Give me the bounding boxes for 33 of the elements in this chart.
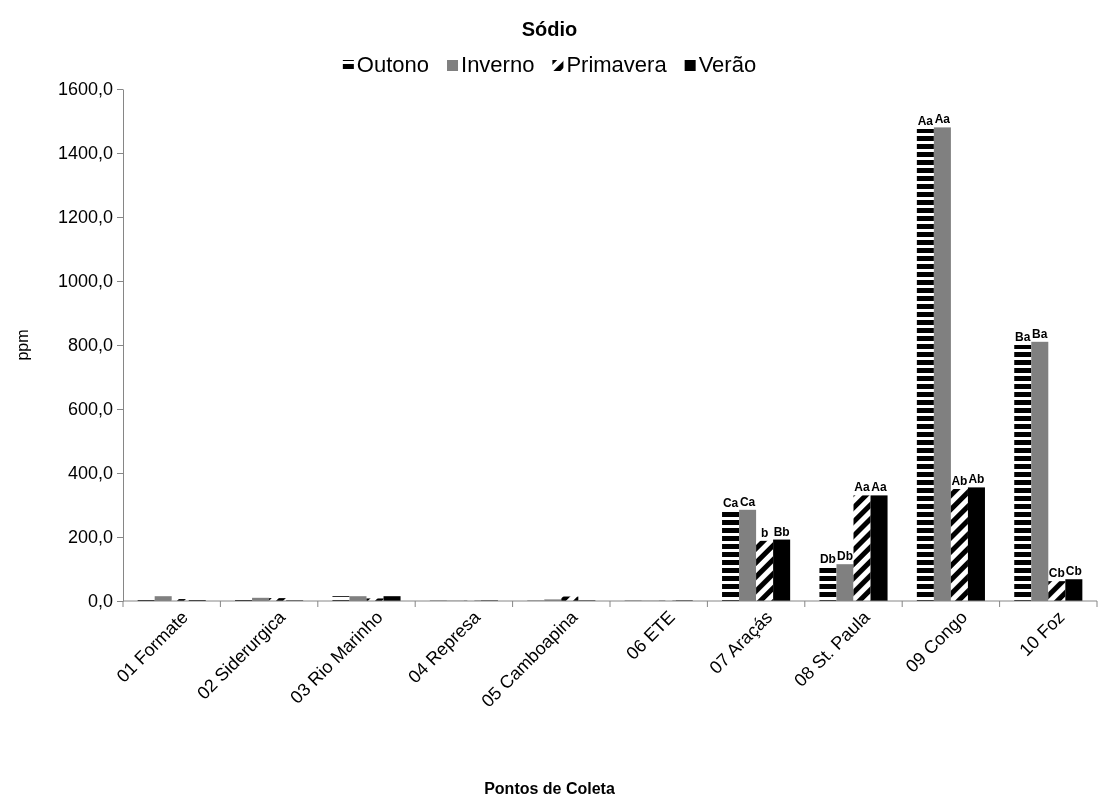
y-tick-label: 800,0 <box>67 335 113 356</box>
y-tick-label: 1200,0 <box>57 207 113 228</box>
y-tick-label: 600,0 <box>67 399 113 420</box>
data-label: Ca <box>739 494 756 509</box>
data-label: Aa <box>871 480 888 495</box>
data-label: Ca <box>722 496 739 511</box>
data-label: Bb <box>773 524 790 539</box>
data-label: Cb <box>1048 566 1065 581</box>
data-label: Cb <box>1065 564 1082 579</box>
legend-label: Inverno <box>461 52 535 77</box>
legend-label: Verão <box>698 52 757 77</box>
y-tick-label: 1400,0 <box>57 143 113 164</box>
y-tick-label: 400,0 <box>67 463 113 484</box>
y-axis-title: ppm <box>14 329 31 361</box>
data-label: Db <box>836 549 853 564</box>
data-label: Aa <box>917 114 934 128</box>
y-tick-label: 0,0 <box>87 591 113 612</box>
legend-label: Primavera <box>566 52 668 77</box>
data-label: Ba <box>1032 326 1048 341</box>
y-tick-label: 1000,0 <box>57 271 113 292</box>
data-label: Ab <box>951 474 968 488</box>
y-tick-label: 200,0 <box>67 527 113 548</box>
data-label: b <box>760 525 769 540</box>
data-label: Ab <box>968 472 985 487</box>
data-label: Ba <box>1015 330 1031 344</box>
x-axis-title: Pontos de Coleta <box>484 780 615 797</box>
data-label: Aa <box>854 480 871 495</box>
data-label: Db <box>819 552 836 567</box>
legend-label: Outono <box>356 52 430 77</box>
y-tick-label: 1600,0 <box>57 79 113 100</box>
x-tick-label: 10 Foz <box>1015 607 1069 661</box>
chart-title: Sódio <box>521 18 578 40</box>
data-label: Aa <box>934 112 951 127</box>
